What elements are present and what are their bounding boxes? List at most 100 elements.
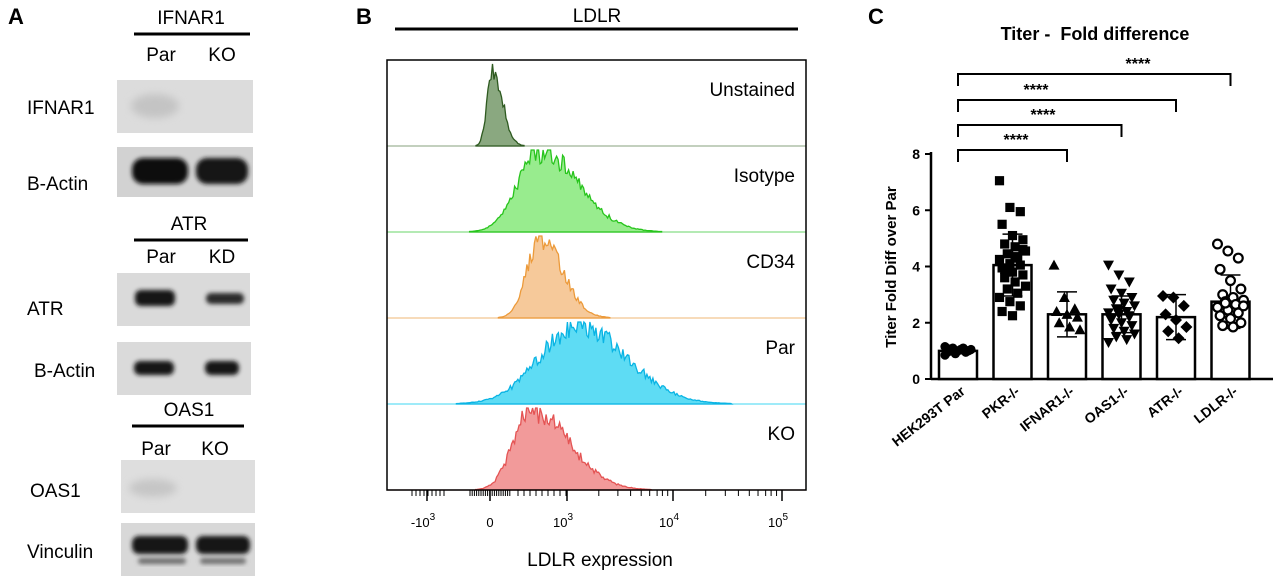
data-point xyxy=(1007,311,1018,321)
data-point xyxy=(1170,313,1182,326)
data-point xyxy=(994,176,1005,186)
significance-bracket: **** xyxy=(957,56,1232,86)
data-point xyxy=(1238,300,1250,312)
blot1-row-ifnar1-label: IFNAR1 xyxy=(27,98,95,119)
bracket-line xyxy=(957,73,1232,86)
data-point xyxy=(1005,202,1015,213)
x-category-label: IFNAR1-/- xyxy=(1017,383,1077,435)
data-point xyxy=(1074,324,1086,335)
data-point xyxy=(1113,305,1125,316)
data-point xyxy=(1015,260,1025,270)
y-axis-label: Titer Fold Diff over Par xyxy=(883,186,900,348)
data-point xyxy=(1010,242,1020,252)
data-point xyxy=(1064,321,1076,332)
histogram-curve xyxy=(497,235,611,319)
blot2-lane-par: Par xyxy=(146,247,176,268)
data-point xyxy=(1129,329,1140,340)
x-category-label: HEK293T Par xyxy=(889,382,969,449)
data-point xyxy=(997,219,1007,229)
data-point xyxy=(1217,320,1229,332)
histogram-track-isotype: Isotype xyxy=(387,149,806,233)
blot2-atr-band-kd xyxy=(206,293,244,304)
data-point xyxy=(1227,321,1239,333)
panel-a-western-blots: A IFNAR1 Par KO IFNAR1 B-Actin ATR Par K… xyxy=(8,4,255,576)
histogram-track-par: Par xyxy=(387,320,806,405)
data-point xyxy=(1116,288,1127,299)
data-point xyxy=(1020,281,1031,291)
data-point xyxy=(1007,267,1018,277)
data-point xyxy=(961,345,971,355)
data-point xyxy=(1123,277,1135,288)
histogram-label: CD34 xyxy=(746,252,795,273)
data-point xyxy=(1235,283,1247,295)
data-point xyxy=(1000,273,1010,283)
data-point xyxy=(1167,291,1180,304)
chart-title: Titer - Fold difference xyxy=(1001,24,1190,44)
bracket-line xyxy=(957,149,1068,162)
data-point xyxy=(1000,264,1010,274)
bracket-line xyxy=(957,124,1123,137)
blot2-header: ATR xyxy=(171,214,208,235)
data-point xyxy=(943,344,953,354)
data-point xyxy=(1232,252,1244,264)
histogram-track-ko: KO xyxy=(387,407,806,491)
significance-bracket: **** xyxy=(957,107,1123,137)
panel-c-letter: C xyxy=(868,4,884,29)
significance-bracket: **** xyxy=(957,82,1177,112)
bar-group-4 xyxy=(1155,290,1197,381)
data-point xyxy=(1105,284,1117,295)
data-point xyxy=(1010,277,1020,287)
data-point xyxy=(1113,270,1125,281)
blot1-row-bactin-label: B-Actin xyxy=(27,174,88,195)
x-tick-label: -103 xyxy=(411,512,436,530)
histogram-curve xyxy=(475,63,525,147)
data-point xyxy=(1010,252,1020,262)
blot2-row-atr-label: ATR xyxy=(27,299,64,320)
blot3-vinculin-lower-band-ko xyxy=(200,558,246,564)
data-point xyxy=(994,254,1005,265)
data-point xyxy=(1103,337,1114,348)
data-point xyxy=(1232,307,1244,319)
significance-label: **** xyxy=(1024,82,1050,99)
x-tick-label: 104 xyxy=(659,512,679,530)
bar-group-0 xyxy=(937,342,979,381)
data-point xyxy=(1013,288,1023,298)
y-tick-label: 6 xyxy=(912,202,920,218)
y-tick-label: 4 xyxy=(912,259,920,275)
data-point xyxy=(1157,290,1169,303)
x-tick-label: 0 xyxy=(486,515,493,530)
data-point xyxy=(1172,332,1185,345)
data-point xyxy=(997,306,1007,317)
significance-label: **** xyxy=(1031,107,1057,124)
data-point xyxy=(1005,259,1015,269)
blot3-vinculin-lower-band-par xyxy=(138,558,186,564)
histogram-label: KO xyxy=(768,424,795,445)
blot3-row-oas1-label: OAS1 xyxy=(30,481,81,502)
data-point xyxy=(1007,230,1018,241)
histogram-label: Isotype xyxy=(734,166,795,187)
data-point xyxy=(1002,249,1012,259)
bar-group-1 xyxy=(992,176,1033,381)
data-point xyxy=(1103,308,1114,319)
bar-group-3 xyxy=(1101,260,1142,381)
panel-a-letter: A xyxy=(8,4,24,29)
blot3-lane-ko: KO xyxy=(201,439,228,460)
data-point xyxy=(1002,284,1012,294)
x-tick-label: 105 xyxy=(768,512,788,530)
data-point xyxy=(1108,323,1120,334)
data-point xyxy=(1126,292,1138,303)
histogram-x-axis: -103 0 103 104 105 xyxy=(411,490,788,530)
blot3-lane-par: Par xyxy=(141,439,171,460)
data-point xyxy=(1129,301,1140,312)
histogram-track-unstained: Unstained xyxy=(387,63,806,147)
data-point xyxy=(1015,301,1025,311)
x-tick-label: 103 xyxy=(553,512,573,530)
x-category-label: LDLR-/- xyxy=(1191,383,1241,427)
data-point xyxy=(1214,310,1226,322)
blot2-bactin-band-kd xyxy=(205,361,239,375)
y-tick-label: 8 xyxy=(912,146,920,162)
data-point xyxy=(1159,308,1172,321)
data-point xyxy=(994,292,1005,303)
blot3-header: OAS1 xyxy=(164,400,215,421)
histogram-label: Par xyxy=(765,338,795,359)
